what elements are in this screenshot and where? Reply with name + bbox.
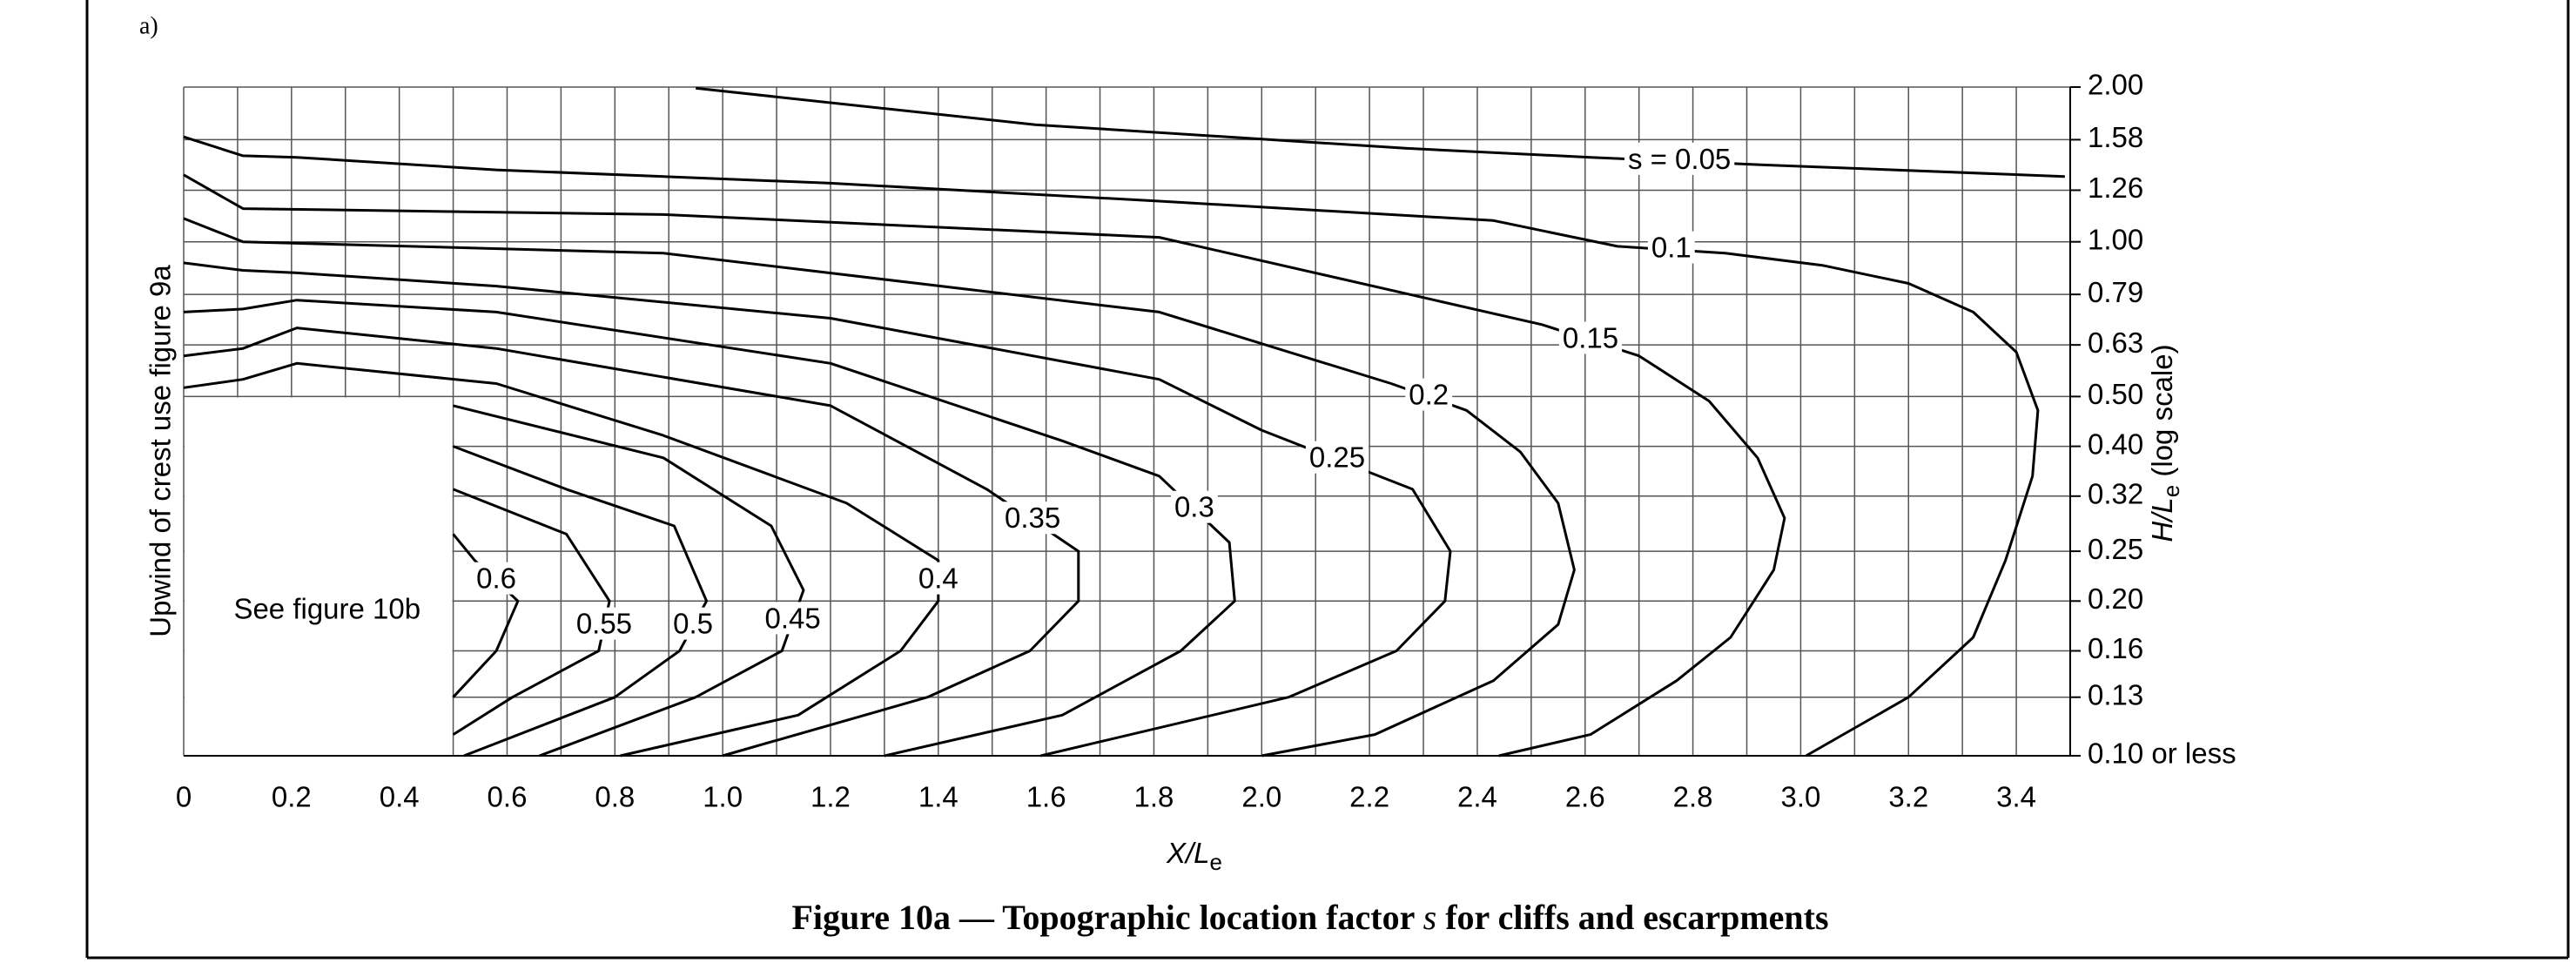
contour-line: [183, 361, 940, 758]
y-tick-label: 0.20: [2088, 583, 2143, 615]
contour-label: 0.4: [918, 562, 958, 595]
y-tick-label: 0.79: [2088, 276, 2143, 308]
contour-label: 0.3: [1174, 491, 1214, 523]
x-tick-label: 0.2: [272, 781, 312, 813]
contour-label: s = 0.05: [1628, 143, 1731, 175]
contour-line: [453, 445, 709, 758]
contour-label: 0.2: [1409, 379, 1449, 411]
y-tick-label: 0.63: [2088, 327, 2143, 359]
contour-label: 0.35: [1005, 502, 1060, 534]
y-tick-label: 0.10 or less: [2088, 737, 2236, 770]
x-tick-label: 3.4: [1996, 781, 2036, 813]
contour-label-bg: [572, 607, 636, 640]
x-axis-label-sub: e: [1210, 849, 1222, 875]
y2-axis-label-note: (log scale): [2146, 344, 2178, 484]
x-tick-label: 1.0: [703, 781, 743, 813]
contour-label-bg: [669, 607, 717, 640]
x-tick-label: 0.6: [488, 781, 528, 813]
contour-line: [183, 299, 1236, 758]
x-tick-label: 1.2: [810, 781, 851, 813]
contour-line: [183, 327, 1080, 758]
x-tick-label: 2.2: [1349, 781, 1389, 813]
contour-label-bg: [1558, 321, 1623, 354]
x-tick-label: 2.6: [1565, 781, 1605, 813]
x-tick-label: 2.8: [1673, 781, 1713, 813]
y-axis-label: Upwind of crest use figure 9a: [145, 265, 177, 637]
y-tick-label: 0.16: [2088, 632, 2143, 664]
panel-label: a): [139, 12, 158, 39]
x-axis-label-main: X/L: [1166, 837, 1210, 869]
y2-axis-label-main: H/L: [2146, 497, 2178, 542]
contour-label-bg: [473, 562, 521, 595]
plot-area: 0 0.2 0.4 0.6 0.8 1.0 1.2 1.4 1.6 1.8 2.0 2.2 2.4 2.6…: [176, 69, 2236, 813]
contour-label: 0.25: [1309, 441, 1365, 474]
contour-label-bg: [1647, 231, 1695, 264]
y-tick-label: 1.26: [2088, 172, 2143, 204]
contour-label-bg: [1305, 441, 1369, 474]
caption-part: for cliffs and escarpments: [1436, 898, 1828, 937]
contour-label: 0.55: [576, 608, 632, 640]
blank-region: [185, 397, 453, 757]
y-tick-label: 0.50: [2088, 378, 2143, 410]
contour-label-bg: [914, 562, 962, 595]
caption: Figure 10a — Topographic location factor…: [791, 898, 1828, 937]
contour-label-bg: [1405, 378, 1453, 411]
y-tick-label: 0.40: [2088, 428, 2143, 460]
y2-axis-label-sub: e: [2158, 485, 2184, 497]
contour-line: [696, 86, 2065, 178]
contour-label: 0.6: [476, 562, 516, 595]
x-tick-label: 2.4: [1457, 781, 1497, 813]
y2-axis-label: H/Le (log scale): [2146, 344, 2184, 542]
caption-part: Figure 10a — Topographic location factor: [791, 898, 1423, 937]
x-tick-label: 0.4: [380, 781, 420, 813]
x-tick-label: 1.8: [1134, 781, 1174, 813]
y-tick-label: 1.00: [2088, 223, 2143, 255]
contour-line: [452, 533, 520, 698]
y-tick-label: 0.32: [2088, 478, 2143, 510]
contour-line: [183, 217, 1576, 758]
x-tick-label: 1.6: [1026, 781, 1066, 813]
contour-label-bg: [761, 602, 824, 635]
x-tick-label: 2.0: [1241, 781, 1281, 813]
x-tick-label: 3.2: [1888, 781, 1928, 813]
contour-label-bg: [1001, 502, 1065, 535]
contour-label-bg: [1624, 142, 1735, 175]
x-tick-label: 0: [176, 781, 192, 813]
x-tick-label: 0.8: [595, 781, 635, 813]
contour-line: [183, 135, 2040, 758]
y-tick-label: 1.58: [2088, 121, 2143, 153]
contour-line: [183, 173, 1786, 758]
contour-label: 0.5: [673, 608, 713, 640]
contour-line: [453, 404, 805, 758]
caption-symbol: s: [1423, 898, 1437, 937]
x-tick-label: 1.4: [918, 781, 958, 813]
contour-label: 0.1: [1651, 232, 1692, 264]
x-axis-label: X/Le: [1166, 837, 1222, 875]
x-tick-label: 3.0: [1780, 781, 1820, 813]
y-tick-label: 0.25: [2088, 533, 2143, 565]
y-tick-label: 2.00: [2088, 69, 2143, 101]
contour-label: 0.15: [1563, 321, 1618, 354]
region-note: See figure 10b: [233, 592, 420, 624]
contour-label: 0.45: [765, 602, 821, 634]
y-tick-label: 0.13: [2088, 678, 2143, 710]
contour-line: [183, 261, 1452, 758]
contour-label-bg: [1170, 490, 1218, 523]
